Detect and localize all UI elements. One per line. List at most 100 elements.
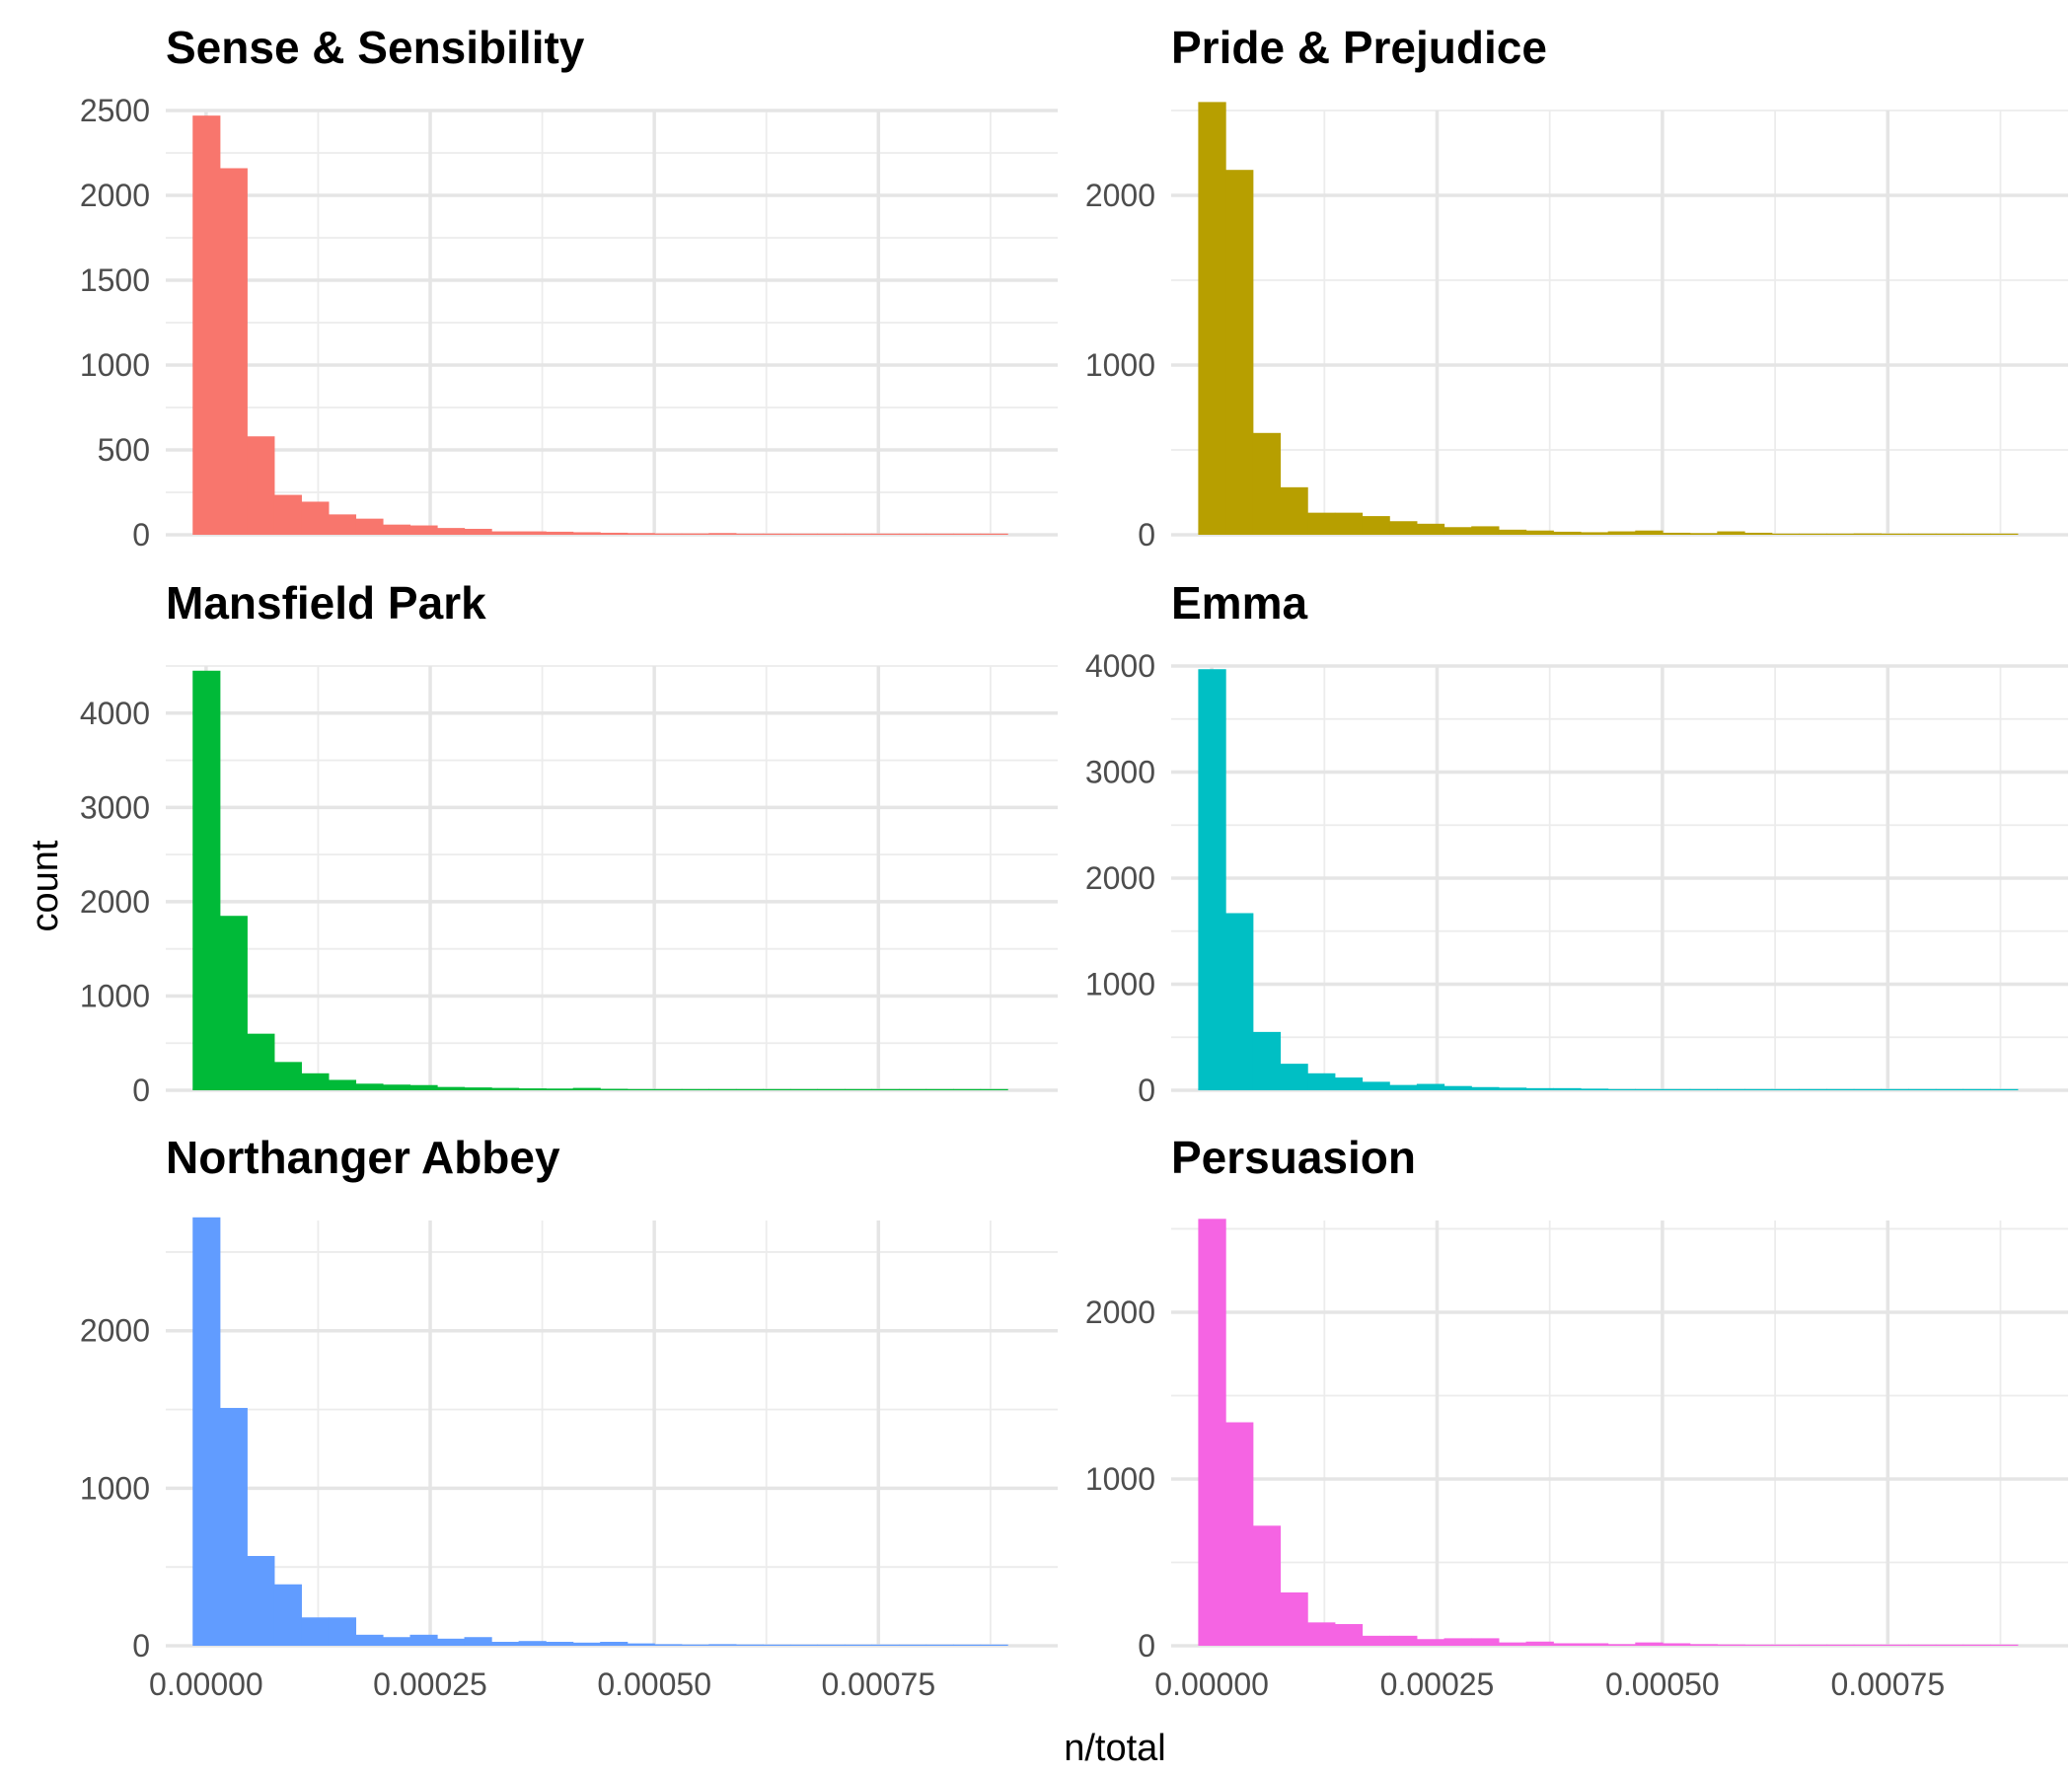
histogram-bar bbox=[1990, 1644, 2019, 1646]
histogram-bar bbox=[1908, 1088, 1937, 1090]
histogram-bar bbox=[627, 1643, 655, 1646]
histogram-bar bbox=[817, 1644, 846, 1646]
histogram-bar bbox=[491, 1642, 520, 1646]
histogram-bar bbox=[1416, 1083, 1445, 1090]
histogram-bar bbox=[1252, 432, 1282, 535]
histogram-bar bbox=[763, 533, 791, 535]
histogram-bar bbox=[546, 1642, 574, 1646]
panel-title: Mansfield Park bbox=[166, 577, 486, 629]
histogram-bar bbox=[1416, 1639, 1445, 1646]
histogram-bar bbox=[735, 533, 764, 535]
histogram-bar bbox=[437, 528, 466, 535]
histogram-bar bbox=[1334, 1077, 1364, 1090]
histogram-bar bbox=[1962, 533, 1991, 535]
histogram-bar bbox=[518, 531, 547, 535]
x-tick-label: 0.00050 bbox=[1605, 1666, 1720, 1702]
y-tick-label: 0 bbox=[1138, 517, 1155, 553]
panel-title: Emma bbox=[1171, 577, 1307, 629]
histogram-bar bbox=[600, 1642, 629, 1646]
histogram-bar bbox=[1853, 1644, 1883, 1646]
histogram-bar bbox=[1198, 102, 1226, 536]
histogram-bar bbox=[1717, 531, 1745, 535]
panel-mansfield-park: Mansfield Park 0 1000 2000 3000 4000 bbox=[80, 577, 1058, 1108]
histogram-bar bbox=[953, 1644, 982, 1646]
histogram-bar bbox=[1607, 1644, 1636, 1646]
histogram-bar bbox=[1990, 1088, 2019, 1090]
histogram-bar bbox=[1252, 1031, 1282, 1090]
y-tick-label: 2500 bbox=[80, 93, 150, 128]
histogram-bar bbox=[1962, 1644, 1991, 1646]
histogram-bar bbox=[409, 1634, 438, 1646]
histogram-bar bbox=[953, 1088, 982, 1090]
histogram-bar bbox=[763, 1088, 791, 1090]
histogram-bar bbox=[1471, 1086, 1500, 1090]
histogram-bar bbox=[1662, 1643, 1691, 1646]
y-tick-label: 4000 bbox=[1085, 648, 1155, 684]
histogram-bar bbox=[1498, 529, 1527, 535]
histogram-bar bbox=[1498, 1087, 1527, 1090]
histogram-bar bbox=[273, 1584, 302, 1646]
histogram-bar bbox=[681, 1088, 709, 1090]
histogram-bar bbox=[491, 1087, 520, 1090]
y-tick-label: 1000 bbox=[80, 978, 150, 1013]
histogram-bar bbox=[572, 532, 601, 535]
histogram-bar bbox=[1362, 1635, 1390, 1646]
histogram-bar bbox=[681, 1644, 709, 1646]
histogram-bar bbox=[1990, 533, 2019, 535]
histogram-bar bbox=[1744, 1088, 1773, 1090]
histogram-bar bbox=[708, 1644, 737, 1646]
y-tick-label: 1000 bbox=[1085, 347, 1155, 383]
histogram-bar bbox=[1525, 1641, 1554, 1646]
panel-persuasion: Persuasion 0 1000 2000 0.00000 0.00025 0.00050… bbox=[1085, 1132, 2068, 1702]
histogram-bar bbox=[681, 533, 709, 535]
histogram-bar bbox=[247, 436, 275, 535]
histogram-bar bbox=[1225, 913, 1254, 1090]
histogram-bar bbox=[409, 525, 438, 535]
x-tick-label: 0.00075 bbox=[821, 1666, 935, 1702]
histogram-bar bbox=[1525, 1087, 1554, 1090]
histogram-bar bbox=[1799, 1644, 1827, 1646]
histogram-bar bbox=[627, 533, 655, 535]
histogram-bar bbox=[925, 1088, 954, 1090]
histogram-bar bbox=[301, 501, 330, 535]
y-tick-label: 0 bbox=[132, 1073, 150, 1108]
histogram-bar bbox=[980, 533, 1008, 535]
histogram-bar bbox=[1334, 512, 1364, 535]
histogram-bar bbox=[1443, 1638, 1472, 1646]
histogram-bar bbox=[1389, 1084, 1418, 1090]
histogram-bar bbox=[817, 1088, 846, 1090]
histogram-bar bbox=[708, 1088, 737, 1090]
y-tick-label: 1000 bbox=[1085, 1461, 1155, 1497]
histogram-bar bbox=[328, 1617, 357, 1646]
histogram-bar bbox=[1580, 1643, 1609, 1646]
histogram-bar bbox=[1580, 1088, 1609, 1090]
panel-title: Pride & Prejudice bbox=[1171, 22, 1547, 73]
histogram-bar bbox=[1935, 1088, 1964, 1090]
histogram-bar bbox=[925, 533, 954, 535]
y-tick-label: 2000 bbox=[1085, 860, 1155, 896]
panel-emma: Emma 0 1000 2000 3000 4000 bbox=[1085, 577, 2068, 1108]
histogram-bar bbox=[1443, 527, 1472, 535]
histogram-bar bbox=[925, 1644, 954, 1646]
histogram-bar bbox=[273, 494, 302, 535]
histogram-bar bbox=[1935, 1644, 1964, 1646]
y-tick-label: 2000 bbox=[80, 884, 150, 920]
y-tick-label: 1000 bbox=[1085, 967, 1155, 1002]
y-tick-label: 2000 bbox=[1085, 178, 1155, 213]
histogram-bar bbox=[1553, 1087, 1582, 1090]
histogram-bar bbox=[192, 115, 221, 535]
histogram-bar bbox=[1799, 1088, 1827, 1090]
histogram-bar bbox=[1334, 1624, 1364, 1646]
y-axis-title: count bbox=[25, 840, 66, 931]
histogram-bar bbox=[1443, 1085, 1472, 1090]
y-tick-label: 0 bbox=[1138, 1073, 1155, 1108]
histogram-bar bbox=[1225, 1422, 1254, 1646]
panel-title: Northanger Abbey bbox=[166, 1132, 560, 1183]
histogram-bar bbox=[1744, 532, 1773, 535]
histogram-bar bbox=[1744, 1644, 1773, 1646]
histogram-bar bbox=[1853, 1088, 1883, 1090]
histogram-bar bbox=[627, 1088, 655, 1090]
y-tick-label: 2000 bbox=[80, 178, 150, 213]
histogram-bar bbox=[1389, 1635, 1418, 1646]
